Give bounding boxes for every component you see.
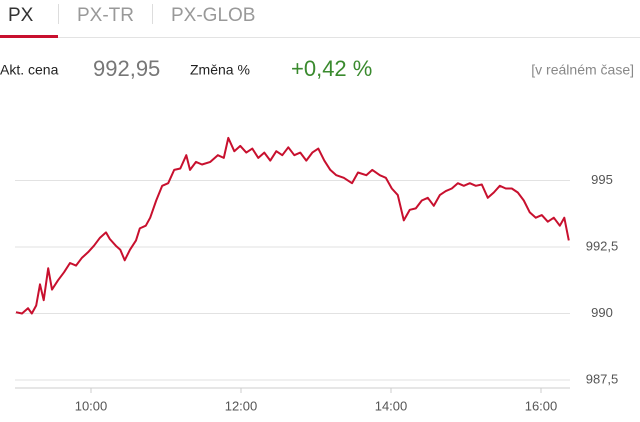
x-tick-label: 14:00 bbox=[375, 398, 408, 413]
y-tick-label: 992,5 bbox=[586, 238, 619, 253]
y-tick-label: 990 bbox=[591, 305, 613, 320]
tab[interactable]: PX-GLOB bbox=[171, 5, 255, 26]
x-tick-label: 10:00 bbox=[75, 398, 108, 413]
change-label: Změna % bbox=[190, 62, 250, 78]
tab[interactable]: PX-TR bbox=[77, 5, 134, 26]
price: 992,95 bbox=[93, 56, 160, 81]
change: +0,42 % bbox=[291, 56, 372, 81]
price-line bbox=[15, 136, 570, 315]
tab-indicator bbox=[0, 35, 58, 38]
x-tick-label: 16:00 bbox=[525, 398, 558, 413]
y-tick-label: 995 bbox=[591, 172, 613, 187]
x-tick-label: 12:00 bbox=[225, 398, 258, 413]
tab[interactable]: PX bbox=[8, 5, 34, 26]
status: [v reálném čase] bbox=[531, 62, 634, 78]
y-tick-label: 987,5 bbox=[586, 371, 619, 386]
price-label: Akt. cena bbox=[0, 62, 59, 78]
